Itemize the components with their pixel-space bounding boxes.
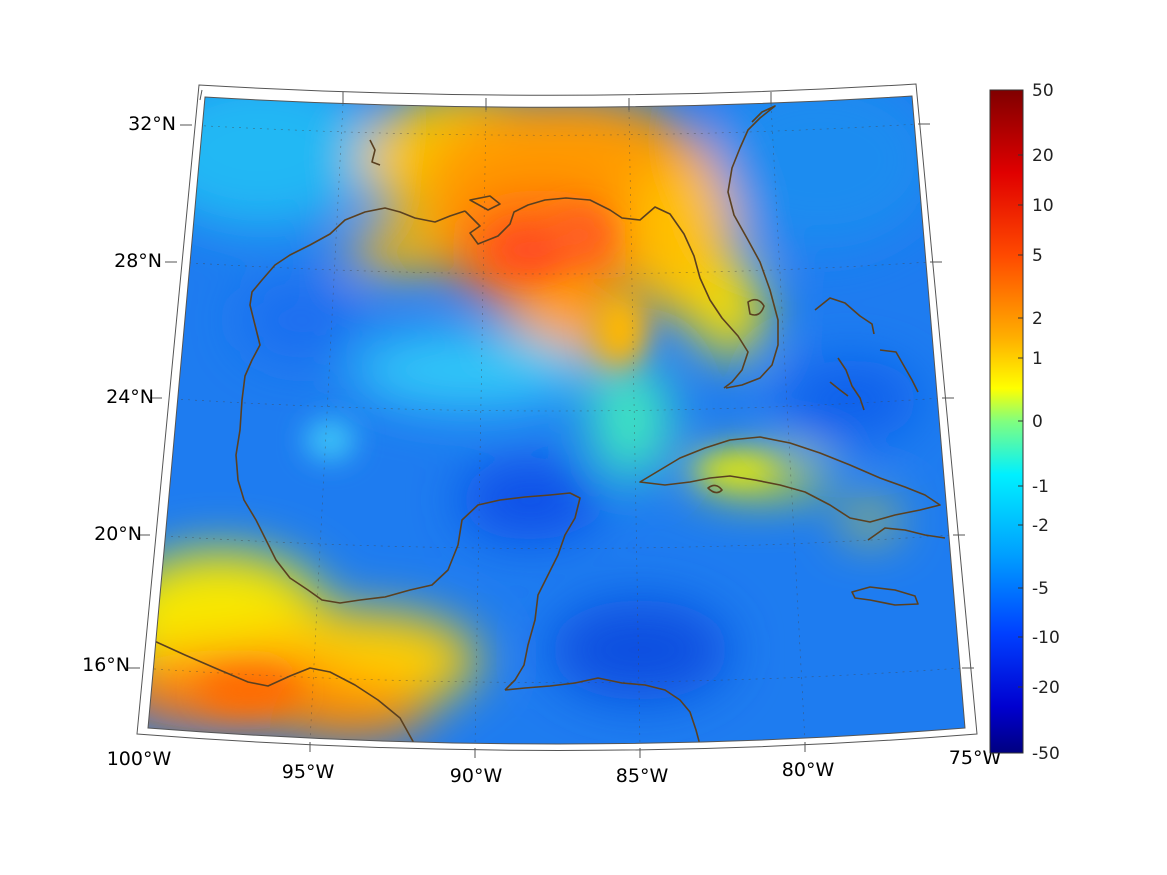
latitude-labels: 32°N 28°N 24°N 20°N 16°N (82, 113, 176, 676)
longitude-labels: 100°W 95°W 90°W 85°W 80°W 75°W (107, 747, 1002, 787)
colorbar-label-neg50: -50 (1032, 744, 1060, 764)
colorbar-ticks (1018, 89, 1023, 754)
colorbar-label-2: 2 (1032, 309, 1043, 329)
lon-label-85w: 85°W (616, 765, 669, 787)
colorbar-label-neg10: -10 (1032, 628, 1060, 648)
data-field (148, 96, 965, 744)
lat-label-24n: 24°N (106, 386, 154, 408)
lon-label-95w: 95°W (282, 761, 335, 783)
colorbar-label-neg1: -1 (1032, 477, 1049, 497)
colorbar: 50 20 10 5 2 1 0 -1 -2 -5 -10 -20 -50 (989, 81, 1060, 764)
colorbar-label-50: 50 (1032, 81, 1054, 101)
colorbar-label-20: 20 (1032, 146, 1054, 166)
lon-label-100w: 100°W (107, 748, 172, 770)
lon-label-75w: 75°W (949, 747, 1002, 769)
lat-label-28n: 28°N (114, 250, 162, 272)
colorbar-label-10: 10 (1032, 196, 1054, 216)
lat-label-20n: 20°N (94, 523, 142, 545)
colorbar-label-1: 1 (1032, 349, 1043, 369)
map-frame (128, 83, 978, 758)
lat-label-16n: 16°N (82, 654, 130, 676)
lon-label-90w: 90°W (450, 765, 503, 787)
colorbar-label-neg20: -20 (1032, 678, 1060, 698)
colorbar-label-0: 0 (1032, 412, 1043, 432)
colorbar-labels: 50 20 10 5 2 1 0 -1 -2 -5 -10 -20 -50 (1032, 81, 1060, 764)
colorbar-label-5: 5 (1032, 246, 1043, 266)
colorbar-label-neg2: -2 (1032, 516, 1049, 536)
lon-label-80w: 80°W (782, 759, 835, 781)
lat-label-32n: 32°N (128, 113, 176, 135)
colorbar-label-neg5: -5 (1032, 579, 1049, 599)
coastlines (151, 105, 946, 744)
